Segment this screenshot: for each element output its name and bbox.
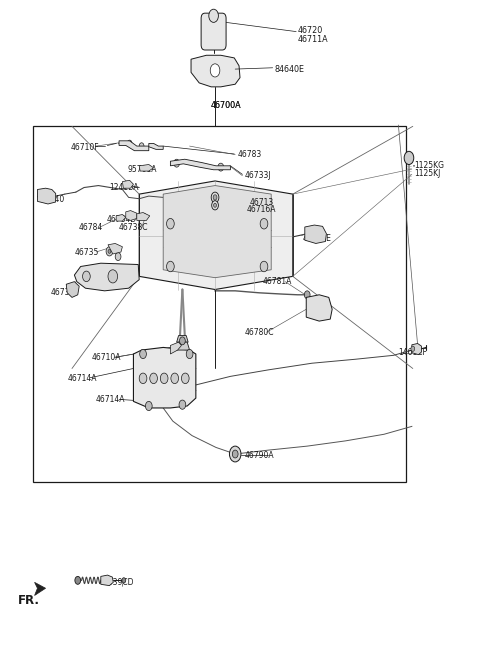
Text: 46781A: 46781A — [263, 277, 292, 286]
Polygon shape — [119, 141, 149, 151]
Circle shape — [108, 249, 111, 253]
Polygon shape — [37, 188, 56, 204]
Text: 46710F: 46710F — [71, 143, 100, 152]
Circle shape — [232, 450, 238, 458]
Text: 46790A: 46790A — [245, 451, 275, 460]
Text: 46714A: 46714A — [67, 374, 96, 383]
Circle shape — [404, 151, 414, 164]
Polygon shape — [305, 225, 326, 243]
Text: 46733J: 46733J — [245, 171, 271, 180]
Circle shape — [83, 271, 90, 282]
Circle shape — [312, 303, 320, 313]
Text: 46718E: 46718E — [302, 234, 331, 243]
Circle shape — [139, 143, 144, 149]
Polygon shape — [74, 263, 139, 291]
Circle shape — [209, 9, 218, 22]
Circle shape — [127, 140, 132, 147]
Polygon shape — [412, 343, 421, 355]
Circle shape — [229, 446, 241, 462]
Text: 46720: 46720 — [298, 26, 323, 36]
Text: 46784: 46784 — [78, 223, 103, 232]
Text: 46780C: 46780C — [245, 328, 274, 337]
Polygon shape — [116, 215, 126, 221]
Text: 46738C: 46738C — [119, 223, 148, 232]
Text: 46714A: 46714A — [96, 395, 125, 404]
Circle shape — [171, 373, 179, 384]
Circle shape — [108, 270, 118, 283]
Circle shape — [181, 373, 189, 384]
Circle shape — [214, 203, 216, 207]
Polygon shape — [122, 180, 133, 188]
Text: 1461CF: 1461CF — [398, 348, 427, 357]
Text: FR.: FR. — [18, 594, 40, 607]
Polygon shape — [126, 211, 137, 220]
Text: 46716A: 46716A — [247, 205, 276, 215]
Text: 46730: 46730 — [50, 288, 75, 297]
Text: 46784D: 46784D — [107, 215, 137, 224]
Text: 46710A: 46710A — [91, 353, 120, 362]
Polygon shape — [139, 164, 154, 171]
Circle shape — [174, 159, 180, 167]
Circle shape — [186, 349, 193, 359]
Text: 95761A: 95761A — [127, 165, 156, 174]
Circle shape — [179, 400, 186, 409]
Circle shape — [211, 192, 219, 203]
Text: 1339CD: 1339CD — [104, 578, 134, 588]
Polygon shape — [177, 336, 188, 342]
Circle shape — [218, 163, 224, 171]
FancyBboxPatch shape — [201, 13, 226, 50]
Circle shape — [212, 201, 218, 210]
Text: 1241BA: 1241BA — [109, 183, 139, 192]
Text: 46783: 46783 — [238, 150, 262, 159]
Text: 46700A: 46700A — [210, 101, 241, 110]
Text: 46713: 46713 — [250, 197, 274, 207]
Polygon shape — [191, 55, 240, 87]
Circle shape — [122, 578, 126, 583]
Circle shape — [210, 64, 220, 77]
Circle shape — [106, 247, 113, 256]
Circle shape — [75, 576, 81, 584]
Polygon shape — [108, 243, 122, 254]
Polygon shape — [170, 159, 230, 170]
Polygon shape — [35, 582, 46, 595]
Circle shape — [304, 291, 310, 299]
Text: 84640E: 84640E — [275, 64, 304, 74]
Text: 1125KJ: 1125KJ — [414, 169, 440, 178]
Circle shape — [323, 307, 328, 315]
Polygon shape — [101, 575, 113, 586]
Text: 1125KG: 1125KG — [414, 161, 444, 170]
Text: 46700A: 46700A — [210, 101, 241, 110]
Circle shape — [142, 213, 146, 218]
Circle shape — [312, 230, 318, 239]
Circle shape — [139, 373, 147, 384]
Circle shape — [260, 218, 268, 229]
Polygon shape — [137, 213, 150, 220]
Bar — [33, 126, 406, 482]
Circle shape — [145, 401, 152, 411]
Polygon shape — [139, 181, 293, 290]
Polygon shape — [163, 186, 271, 278]
Circle shape — [260, 261, 268, 272]
Polygon shape — [306, 295, 332, 321]
Text: 46735: 46735 — [74, 247, 99, 257]
Text: 95840: 95840 — [41, 195, 65, 204]
Circle shape — [44, 192, 49, 200]
Circle shape — [160, 373, 168, 384]
Polygon shape — [66, 282, 79, 297]
Polygon shape — [149, 143, 163, 149]
Polygon shape — [133, 347, 196, 408]
Polygon shape — [170, 342, 181, 354]
Circle shape — [411, 346, 415, 351]
Circle shape — [150, 373, 157, 384]
Circle shape — [167, 261, 174, 272]
Circle shape — [167, 218, 174, 229]
Circle shape — [115, 253, 121, 261]
Circle shape — [140, 349, 146, 359]
Text: 46711A: 46711A — [298, 35, 328, 44]
Circle shape — [213, 195, 217, 200]
Circle shape — [180, 337, 185, 345]
Polygon shape — [175, 342, 190, 350]
